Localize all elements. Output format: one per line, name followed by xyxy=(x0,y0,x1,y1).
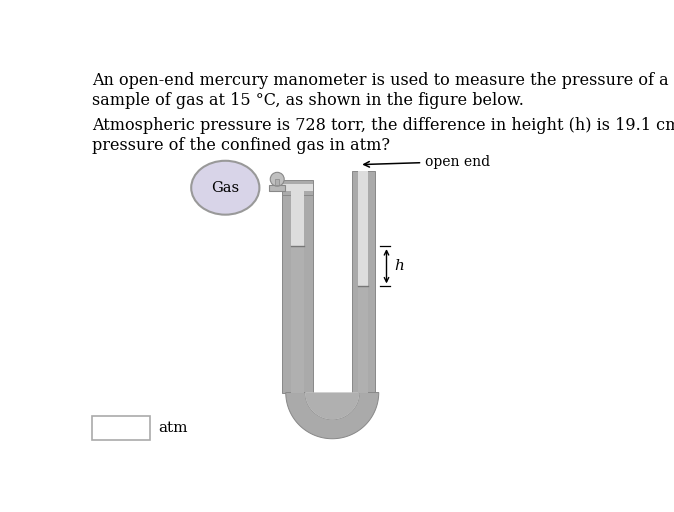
Text: atm: atm xyxy=(158,421,187,435)
Polygon shape xyxy=(305,393,359,419)
Bar xyxy=(352,171,375,393)
Bar xyxy=(290,246,304,393)
Circle shape xyxy=(270,173,284,186)
Bar xyxy=(275,179,279,185)
Text: Atmospheric pressure is 728 torr, the difference in height (h) is 19.1 cm, what : Atmospheric pressure is 728 torr, the di… xyxy=(92,117,674,134)
Text: open end: open end xyxy=(364,155,491,168)
Text: Gas: Gas xyxy=(211,181,239,195)
Text: An open-end mercury manometer is used to measure the pressure of a confined: An open-end mercury manometer is used to… xyxy=(92,72,674,89)
Bar xyxy=(358,286,369,393)
Bar xyxy=(290,188,304,393)
Text: sample of gas at 15 °C, as shown in the figure below.: sample of gas at 15 °C, as shown in the … xyxy=(92,92,524,109)
Polygon shape xyxy=(305,393,359,419)
Bar xyxy=(290,188,304,246)
Text: pressure of the confined gas in atm?: pressure of the confined gas in atm? xyxy=(92,137,390,154)
Bar xyxy=(92,416,150,440)
Bar xyxy=(270,185,285,191)
Text: h: h xyxy=(394,259,404,273)
Bar xyxy=(358,171,369,393)
Bar xyxy=(282,184,313,191)
Bar xyxy=(358,171,369,286)
Ellipse shape xyxy=(191,161,259,215)
Polygon shape xyxy=(286,393,379,439)
Bar xyxy=(290,188,304,393)
Bar xyxy=(358,171,369,393)
Bar xyxy=(282,180,313,196)
Bar xyxy=(282,188,313,393)
